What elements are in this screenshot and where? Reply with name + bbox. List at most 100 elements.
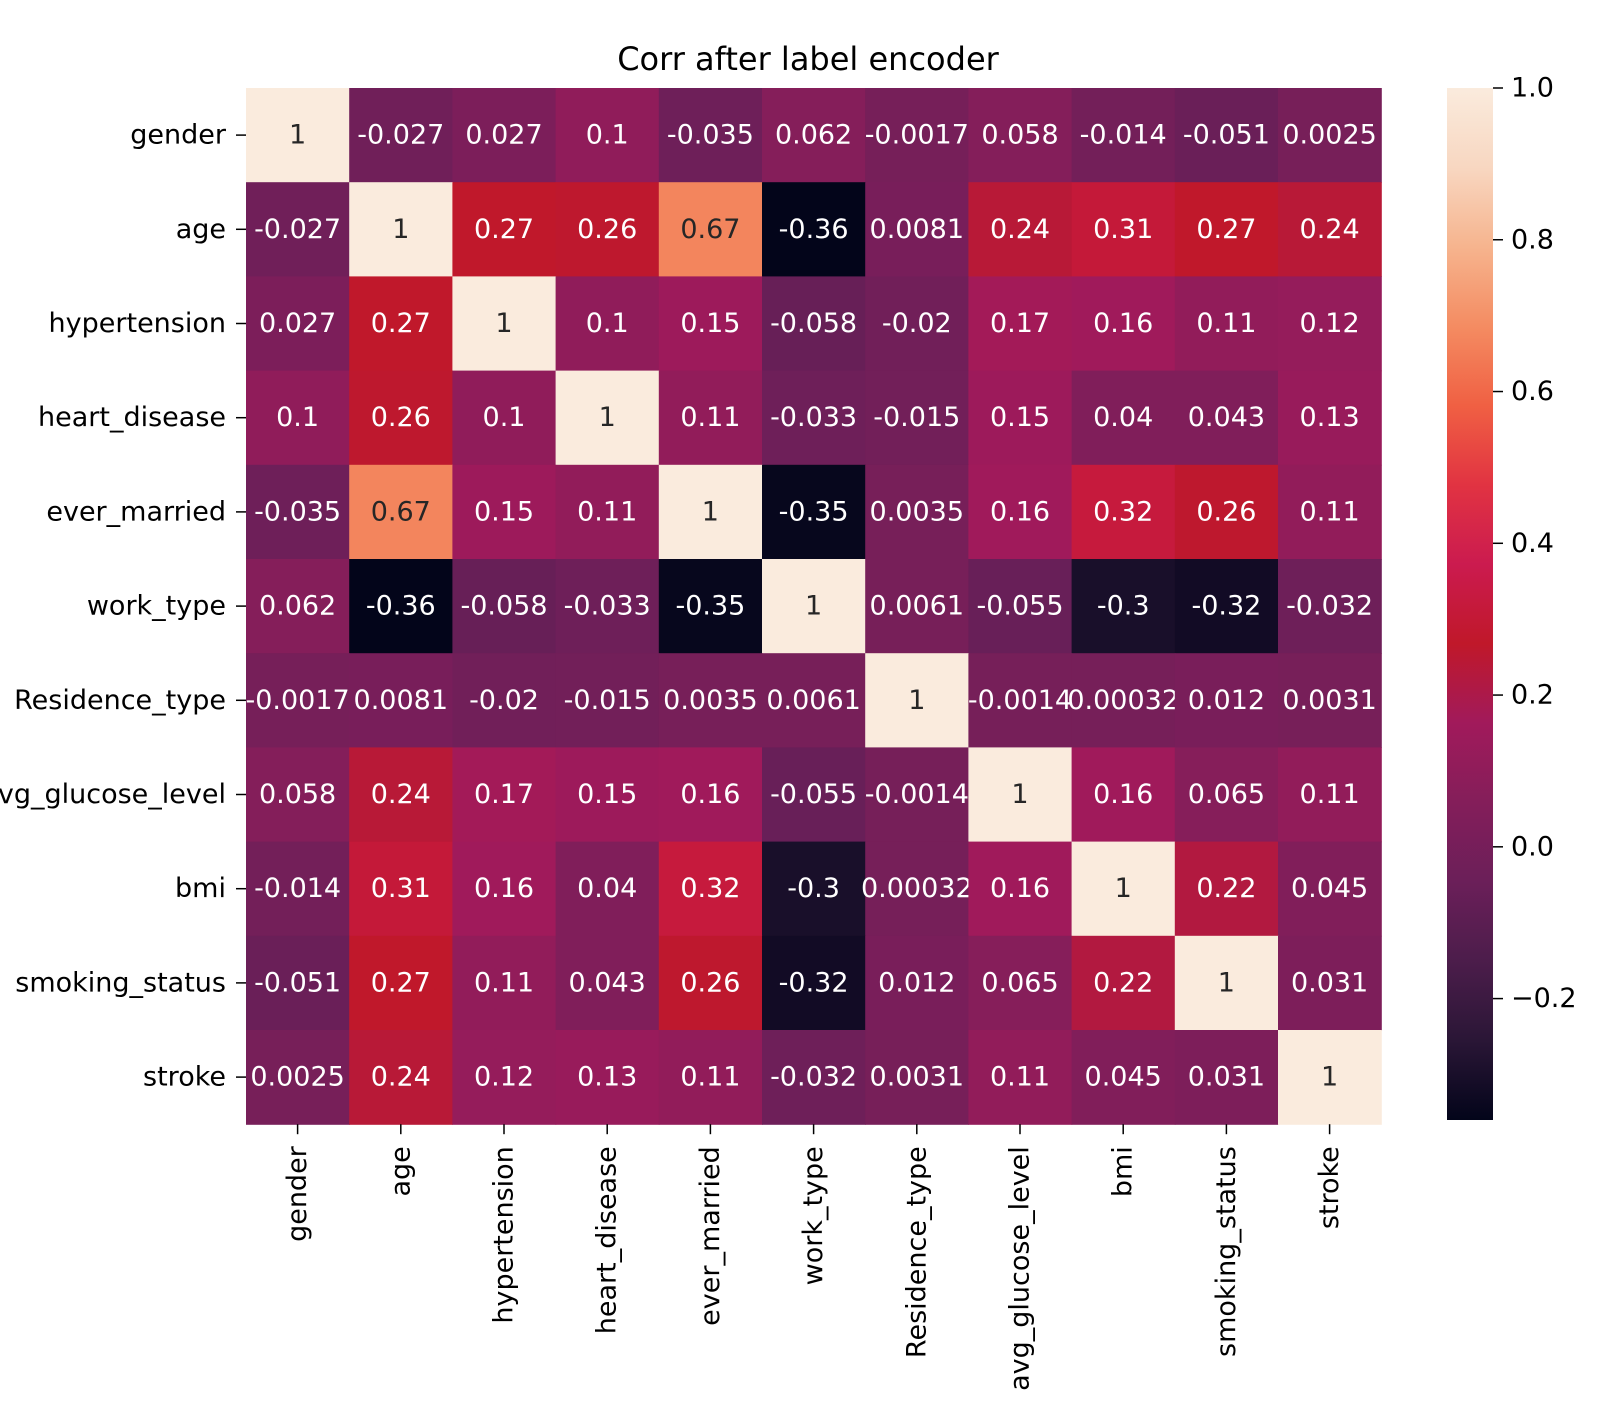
heatmap-cell bbox=[968, 559, 1073, 654]
colorbar-tick-label: 0.2 bbox=[1511, 680, 1554, 711]
heatmap-cell bbox=[968, 276, 1073, 372]
heatmap-cell bbox=[1174, 747, 1279, 843]
heatmap-cell bbox=[1071, 88, 1176, 183]
heatmap-cell bbox=[865, 370, 969, 466]
heatmap-cell bbox=[452, 559, 557, 654]
heatmap-cell bbox=[246, 747, 350, 843]
heatmap-cell bbox=[555, 653, 660, 748]
heatmap-cell bbox=[865, 559, 969, 654]
heatmap-cell bbox=[246, 370, 350, 466]
cell-annotation: 0.26 bbox=[680, 967, 740, 998]
cell-annotation: 0.27 bbox=[371, 967, 431, 998]
cell-annotation: 0.0081 bbox=[870, 214, 964, 245]
heatmap-cell bbox=[762, 276, 866, 372]
cell-annotation: -0.058 bbox=[770, 308, 857, 339]
heatmap-cell bbox=[658, 276, 763, 372]
cell-annotation: -0.02 bbox=[882, 308, 952, 339]
cell-annotation: 0.12 bbox=[474, 1062, 534, 1093]
heatmap-cell bbox=[246, 276, 350, 372]
heatmap-cell bbox=[1071, 1030, 1176, 1125]
heatmap-cell bbox=[762, 653, 866, 748]
cell-annotation: -0.035 bbox=[667, 120, 754, 151]
heatmap-cell bbox=[349, 559, 453, 654]
cell-annotation: 0.11 bbox=[474, 967, 534, 998]
heatmap-cell bbox=[968, 464, 1073, 560]
cell-annotation: 0.24 bbox=[990, 214, 1050, 245]
cell-annotation: 0.0081 bbox=[354, 685, 448, 716]
cell-annotation: -0.015 bbox=[873, 402, 960, 433]
x-axis-ticks: gender age hypertension heart_disease ever_m… bbox=[282, 1124, 1345, 1391]
heatmap-cell bbox=[968, 653, 1073, 748]
cell-annotation: 0.04 bbox=[1093, 402, 1153, 433]
heatmap-cell bbox=[452, 182, 557, 277]
heatmap-cell bbox=[1071, 747, 1176, 843]
cell-annotation: 0.043 bbox=[569, 967, 646, 998]
heatmap-cell bbox=[555, 559, 660, 654]
cell-annotation: 0.13 bbox=[1300, 402, 1360, 433]
heatmap-cell bbox=[1278, 88, 1382, 183]
cell-annotation: 0.0061 bbox=[870, 591, 964, 622]
cell-annotation: -0.014 bbox=[254, 873, 341, 904]
colorbar-tick-label: 0.4 bbox=[1511, 528, 1554, 559]
heatmap-cell bbox=[865, 1030, 969, 1125]
heatmap-cell bbox=[1278, 182, 1382, 277]
heatmap-cell bbox=[1174, 653, 1279, 748]
y-tick-label: avg_glucose_level bbox=[0, 779, 226, 810]
cell-annotation: -0.051 bbox=[1183, 120, 1270, 151]
cell-annotation: 0.13 bbox=[577, 1062, 637, 1093]
heatmap-cell bbox=[349, 935, 453, 1031]
cell-annotation: 1 bbox=[908, 685, 925, 716]
cell-annotation: -0.027 bbox=[254, 214, 341, 245]
cell-annotation: -0.0014 bbox=[968, 685, 1072, 716]
cell-annotation: 0.24 bbox=[371, 1062, 431, 1093]
heatmap-cell bbox=[555, 88, 660, 183]
cell-annotation: 0.16 bbox=[474, 873, 534, 904]
x-tick-label: avg_glucose_level bbox=[1005, 1146, 1036, 1391]
heatmap-cell bbox=[1071, 559, 1176, 654]
cell-annotation: 0.67 bbox=[680, 214, 740, 245]
heatmap-cell bbox=[1071, 276, 1176, 372]
cell-annotation: 0.26 bbox=[371, 402, 431, 433]
y-tick-label: heart_disease bbox=[38, 402, 226, 433]
heatmap-cell bbox=[968, 370, 1073, 466]
heatmap-cell bbox=[968, 182, 1073, 277]
x-tick-label: bmi bbox=[1108, 1146, 1139, 1197]
heatmap-cell bbox=[1278, 370, 1382, 466]
heatmap-cell bbox=[658, 370, 763, 466]
cell-annotation: 0.16 bbox=[990, 496, 1050, 527]
heatmap-cell bbox=[762, 747, 866, 843]
y-tick-label: stroke bbox=[143, 1062, 226, 1093]
heatmap-cell bbox=[452, 841, 557, 937]
cell-annotation: 1 bbox=[495, 308, 512, 339]
heatmap-cell bbox=[349, 747, 453, 843]
heatmap-cell bbox=[1071, 841, 1176, 937]
heatmap-cell bbox=[1278, 559, 1382, 654]
cell-annotation: 1 bbox=[1115, 873, 1132, 904]
cell-annotation: 0.15 bbox=[474, 496, 534, 527]
cell-annotation: 0.058 bbox=[981, 120, 1058, 151]
cell-annotation: 0.15 bbox=[990, 402, 1050, 433]
cell-annotation: 0.26 bbox=[577, 214, 637, 245]
heatmap-cell bbox=[658, 559, 763, 654]
heatmap-cell bbox=[658, 935, 763, 1031]
heatmap-cell bbox=[1174, 88, 1279, 183]
cell-annotation: -0.014 bbox=[1080, 120, 1167, 151]
cell-annotation: 0.16 bbox=[1093, 308, 1153, 339]
cell-annotation: 0.31 bbox=[371, 873, 431, 904]
heatmap-cell bbox=[1071, 464, 1176, 560]
heatmap-cell bbox=[968, 1030, 1073, 1125]
heatmap-cell bbox=[865, 88, 969, 183]
heatmap-cell bbox=[349, 182, 453, 277]
heatmap-cell bbox=[452, 464, 557, 560]
heatmap-cell bbox=[968, 841, 1073, 937]
heatmap-cell bbox=[658, 1030, 763, 1125]
cell-annotation: 0.04 bbox=[577, 873, 637, 904]
cell-annotation: 0.0035 bbox=[870, 496, 964, 527]
heatmap-cell bbox=[349, 276, 453, 372]
heatmap-cell bbox=[762, 182, 866, 277]
heatmap-cell bbox=[1174, 559, 1279, 654]
cell-annotation: 0.27 bbox=[371, 308, 431, 339]
cell-annotation: -0.033 bbox=[564, 591, 651, 622]
cell-annotation: 0.16 bbox=[1093, 779, 1153, 810]
